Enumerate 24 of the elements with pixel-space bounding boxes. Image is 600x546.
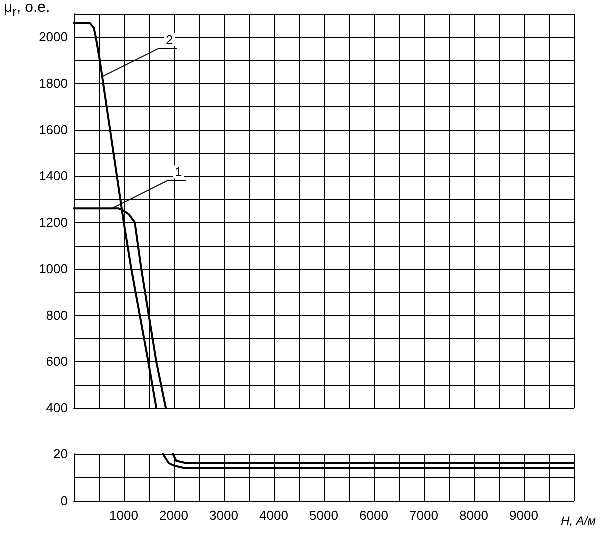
x-tick-label: 6000 xyxy=(360,508,388,523)
x-tick-label: 8000 xyxy=(460,508,488,523)
x-tick-label: 3000 xyxy=(210,508,238,523)
annotation: 1 xyxy=(175,164,182,180)
y-tick-label: 2000 xyxy=(39,30,68,45)
x-tick-label: 7000 xyxy=(410,508,438,523)
x-tick-label: 9000 xyxy=(510,508,538,523)
x-tick-label: 2000 xyxy=(160,508,188,523)
y-tick-label: 1200 xyxy=(39,215,68,230)
y-tick-label: 1600 xyxy=(39,122,68,138)
annotation: 2 xyxy=(166,32,174,48)
x-tick-label: 5000 xyxy=(310,508,338,523)
y-tick-label: 800 xyxy=(46,308,68,323)
x-tick-label: 4000 xyxy=(260,508,288,523)
y-tick-label: 1800 xyxy=(39,76,68,92)
y-tick-label: 20 xyxy=(54,446,68,462)
x-tick-label: 1000 xyxy=(110,508,138,523)
y-tick-label: 1000 xyxy=(39,261,68,276)
y-axis-title: μ$_{r}$, о.е. xyxy=(4,0,50,20)
y-tick-label: 1400 xyxy=(39,168,68,184)
y-tick-label: 600 xyxy=(46,354,68,370)
y-tick-label: 0 xyxy=(60,494,68,508)
y-tick-label: 400 xyxy=(46,400,68,416)
x-axis-title: H, А/м xyxy=(561,514,596,528)
